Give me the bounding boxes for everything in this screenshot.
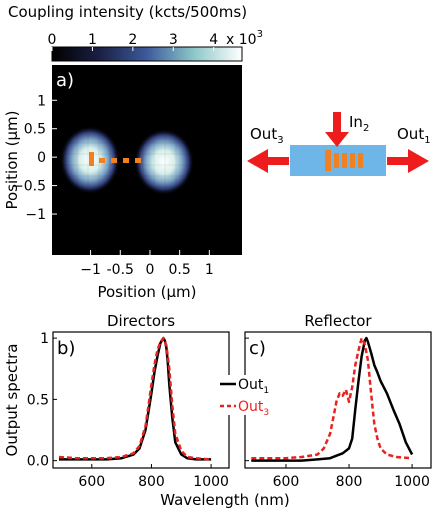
- antenna-marker: [89, 152, 141, 166]
- legend: Out1 Out3: [218, 375, 270, 418]
- plot-panel-label: b): [57, 338, 75, 359]
- plot-xtick-label: 1000: [193, 474, 229, 490]
- out-left-arrow: [247, 149, 289, 173]
- plot-xtick-label: 600: [78, 474, 105, 490]
- colorbar-tick-label: 1: [88, 32, 97, 48]
- heatmap-xtick-label: 0.5: [169, 262, 191, 278]
- heatmap-xtick-label: 1: [205, 262, 214, 278]
- colorbar-tick-label: 4: [209, 32, 218, 48]
- colorbar-tick-label: 3: [169, 32, 178, 48]
- out-right-label: Out1: [397, 125, 431, 146]
- spectra-plot-directors: Directors b) 600 800 1000 0.0 0.5 1: [27, 312, 230, 490]
- heatmap-panel: a) −1 -0.5 0 0.5 110.50−0.5−1 Position (µm) …: [3, 65, 242, 301]
- in-label: In2: [349, 113, 369, 134]
- plot-panel-label: c): [249, 338, 266, 359]
- plot-title: Reflector: [304, 312, 372, 330]
- heatmap-ytick-label: 1: [37, 93, 46, 109]
- heatmap-xtick-label: 0: [146, 262, 155, 278]
- schematic: In2 Out3 Out1: [247, 112, 431, 176]
- out-left-label: Out3: [250, 125, 284, 146]
- heatmap-xtick-label: -0.5: [107, 262, 134, 278]
- colorbar: Coupling intensity (kcts/500ms) 0 1 2 3 4: [8, 3, 263, 62]
- plot-ytick-label: 0.0: [27, 454, 49, 470]
- series-line-out1: [251, 336, 414, 462]
- plot-ytick-label: 0.5: [27, 392, 49, 408]
- colorbar-gradient: [51, 46, 243, 62]
- spectra-ylabel: Output spectra: [3, 344, 21, 457]
- colorbar-tick-label: 2: [128, 32, 137, 48]
- legend-box: [218, 375, 270, 415]
- series-line-out3: [251, 336, 413, 460]
- heatmap-ytick-label: 0.5: [24, 122, 46, 138]
- plot-ytick-label: 1: [40, 331, 49, 347]
- plot-xtick-label: 800: [336, 474, 363, 490]
- plot-title: Directors: [107, 312, 175, 330]
- legend-label-out1: Out1: [238, 377, 269, 396]
- out-right-arrow: [387, 149, 429, 173]
- spectra-xlabel: Wavelength (nm): [160, 491, 290, 509]
- spectra-plot-reflector: Reflector c) 600 800 1000: [244, 312, 432, 490]
- heatmap-ylabel: Position (µm): [3, 110, 21, 209]
- heatmap-xlabel: Position (µm): [97, 283, 196, 301]
- series-line-out3: [58, 336, 212, 461]
- colorbar-tick-label: 0: [48, 32, 57, 48]
- plot-xtick-label: 800: [138, 474, 165, 490]
- legend-label-out3: Out3: [238, 399, 269, 418]
- heatmap-ytick-label: −0.5: [12, 179, 46, 195]
- heatmap-ytick-label: 0: [37, 150, 46, 166]
- colorbar-title: Coupling intensity (kcts/500ms): [8, 3, 247, 21]
- series-line-out1: [59, 336, 212, 461]
- colorbar-multiplier: x 103: [226, 29, 263, 48]
- heatmap-ytick-label: −1: [25, 207, 46, 223]
- heatmap-xtick-label: −1: [80, 262, 101, 278]
- in-arrow: [325, 112, 349, 147]
- schematic-antenna: [325, 150, 363, 171]
- plot-xtick-label: 600: [273, 474, 300, 490]
- plot-xtick-label: 1000: [394, 474, 430, 490]
- panel-a-label: a): [56, 70, 74, 91]
- plot-frame: [244, 331, 432, 469]
